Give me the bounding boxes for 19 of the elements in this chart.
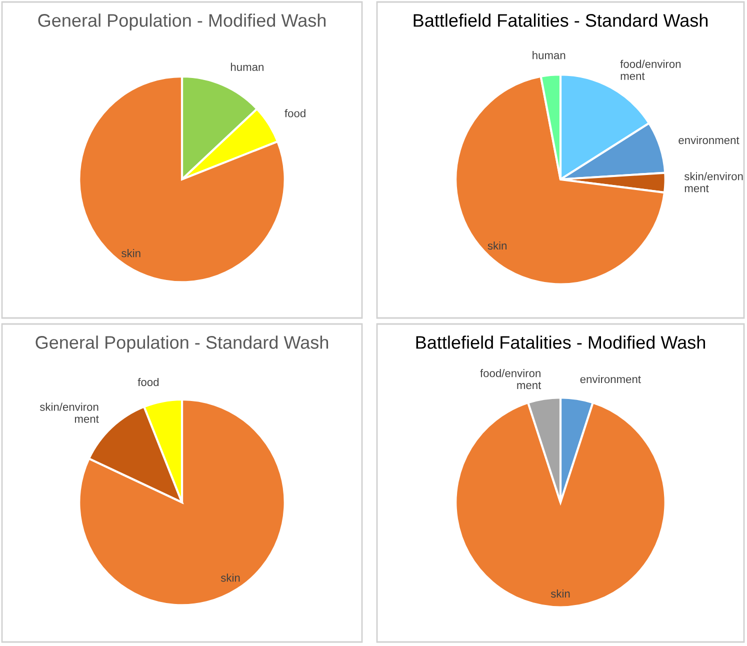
slice-label: skin/environment xyxy=(40,402,99,423)
slice-label: environment xyxy=(580,375,641,384)
pie-slice xyxy=(78,75,286,284)
slice-label: skin xyxy=(220,574,240,582)
slice-label: human xyxy=(230,62,264,71)
slice-label: food/environment xyxy=(480,369,542,390)
slice-label: food xyxy=(284,109,306,118)
slice-label: skin xyxy=(550,589,570,598)
chart-title: General Population - Standard Wash xyxy=(36,336,328,352)
chart-title: General Population - Modified Wash xyxy=(38,14,326,30)
slice-label: food xyxy=(138,378,159,386)
slice-label: environment xyxy=(678,136,740,144)
chart-title: Battlefield Fatalities - Modified Wash xyxy=(416,336,706,349)
slice-label: skin xyxy=(122,249,140,258)
slice-label: human xyxy=(532,51,566,60)
slice-label: food/environment xyxy=(620,60,681,80)
slice-label: skin/environment xyxy=(684,172,743,192)
slice-label: skin xyxy=(488,241,506,250)
chart-title: Battlefield Fatalities - Standard Wash xyxy=(414,14,708,27)
